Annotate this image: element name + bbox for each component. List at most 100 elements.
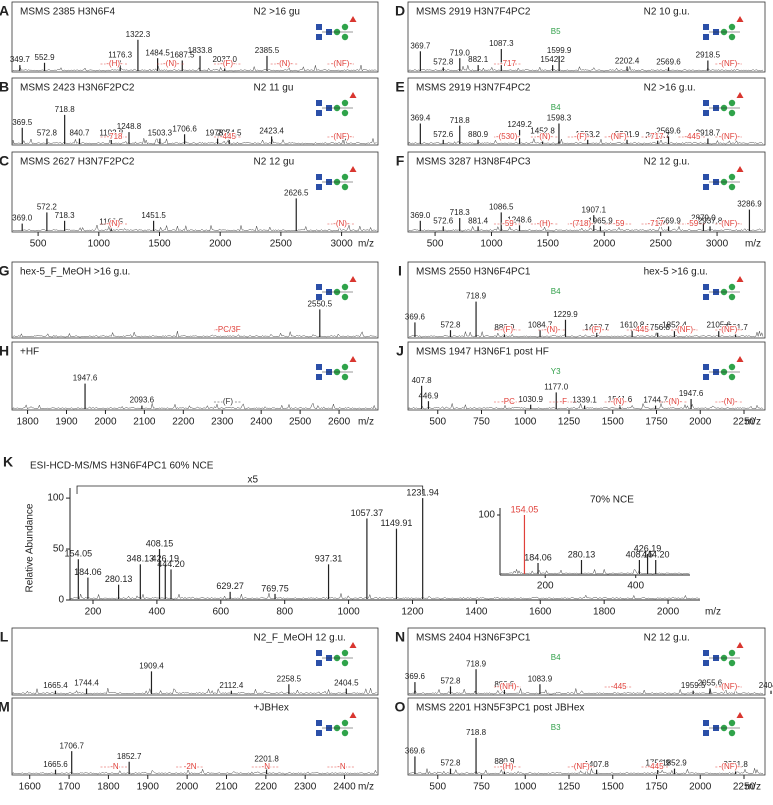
- peak-label: 1231.94: [406, 487, 439, 497]
- peak-label: 880.9: [494, 323, 515, 332]
- glycan-circle: [341, 23, 349, 31]
- loss-label: -(N)-: [721, 397, 738, 406]
- loss-label: -(F)-: [500, 325, 516, 334]
- peak-label: 2112.4: [219, 681, 243, 690]
- peak-label: 369.4: [410, 114, 431, 123]
- glycan-circle: [341, 373, 349, 381]
- peak-label: 2385.5: [255, 46, 280, 55]
- x-tick-label: 1800: [593, 607, 616, 618]
- panel-title: MSMS 2550 H3N6F4PC1: [416, 267, 531, 278]
- panel-tag: N2 10 g.u.: [644, 7, 690, 18]
- glycan-icon: [316, 712, 357, 737]
- panel-letter: C: [0, 153, 9, 169]
- peak-label: 369.6: [405, 313, 426, 322]
- x-tick-label: 1500: [537, 239, 560, 250]
- loss-label: -(N)-: [163, 59, 180, 68]
- glycan-circle: [728, 363, 736, 371]
- x-tick-label: 1400: [465, 607, 488, 618]
- x-tick-label: 500: [427, 239, 444, 250]
- panel-tag: N2 12 gu: [254, 157, 295, 168]
- panel-letter: D: [395, 3, 405, 19]
- loss-label: -N: [262, 762, 271, 771]
- peak-label: 572.2: [37, 203, 58, 212]
- y-tick-label: 0: [58, 595, 64, 606]
- panel-tag: N2 12 g.u.: [644, 633, 690, 644]
- peak-label: 1177.0: [544, 383, 568, 392]
- peak-label: 1542.2: [540, 55, 565, 64]
- loss-label: -(N)-: [106, 219, 123, 228]
- peak-label: 718.3: [55, 211, 76, 220]
- loss-label: -717: [648, 132, 665, 141]
- x-tick-label: 3000: [706, 239, 729, 250]
- peak-label: 2404.4: [759, 681, 773, 690]
- panel-title: MSMS 2919 H3N7F4PC2: [416, 83, 531, 94]
- glycan-square: [316, 174, 322, 180]
- peak-label: 369.6: [405, 747, 426, 756]
- loss-label: -(NF)-: [331, 59, 353, 68]
- x-tick-label: 1800: [97, 782, 120, 793]
- loss-label: -N: [110, 762, 119, 771]
- panel-tag: N2 11 gu: [254, 83, 294, 94]
- glycan-square: [703, 650, 709, 656]
- peak-label: 572.8: [440, 320, 461, 329]
- glycan-circle: [341, 293, 349, 301]
- baseline-noise: [12, 402, 377, 410]
- panel-frame: [11, 627, 379, 696]
- peak-label: 369.5: [12, 118, 33, 127]
- glycan-square: [316, 650, 322, 656]
- glycan-circle: [728, 23, 736, 31]
- peak-label: 1744.7: [643, 396, 668, 405]
- x-tick-label: 2000: [176, 782, 199, 793]
- peak-label: 1706.7: [59, 741, 84, 750]
- panel-frame: [407, 697, 766, 776]
- peak-label: 2879.0: [691, 214, 716, 223]
- panel-title: hex-5_F_MeOH >16 g.u.: [20, 267, 130, 278]
- loss-label: -(H)-: [537, 219, 554, 228]
- panel-title: MSMS 2919 H3N7F4PC2: [416, 7, 531, 18]
- peak-label: 444.20: [642, 549, 670, 559]
- glycan-circle: [728, 173, 736, 181]
- glycan-square: [703, 184, 709, 190]
- panel-letter: G: [0, 263, 10, 279]
- glycan-square: [703, 364, 709, 370]
- glycan-circle: [728, 33, 736, 41]
- glycan-square: [316, 100, 322, 106]
- y-tick-label: 50: [53, 544, 65, 555]
- glycan-square: [703, 174, 709, 180]
- peak-label: 1249.2: [507, 120, 532, 129]
- glycan-circle: [341, 659, 349, 667]
- panel-title: MSMS 3287 H3N8F4PC3: [416, 157, 531, 168]
- loss-label: -445: [648, 762, 665, 771]
- x-tick-label: 1200: [401, 607, 424, 618]
- y-axis-label: Relative Abundance: [25, 503, 36, 592]
- panel-letter: B: [0, 79, 9, 95]
- peak-label: 1408.7: [585, 323, 610, 332]
- panel-title: MSMS 1947 H3N6F1 post HF: [416, 347, 549, 358]
- peak-label: 2201.9: [615, 130, 640, 139]
- peak-label: 840.7: [69, 129, 90, 138]
- peak-label: 1852.9: [662, 759, 687, 768]
- glycan-icon: [316, 166, 357, 191]
- peak-label: 572.6: [433, 217, 454, 226]
- panel-frame: [407, 627, 766, 696]
- glycan-triangle: [349, 642, 357, 648]
- panel-frame: [407, 261, 766, 339]
- peak-label: 369.6: [405, 672, 426, 681]
- glycan-icon: [316, 356, 357, 381]
- glycan-square: [316, 730, 322, 736]
- x-tick-label: 2000: [209, 239, 232, 250]
- loss-label: -(N)-: [544, 325, 561, 334]
- glycan-circle: [728, 649, 736, 657]
- loss-label: -(H)-: [106, 59, 123, 68]
- loss-label: -(NH)-: [497, 682, 520, 691]
- panel-letter: A: [0, 3, 9, 19]
- peak-label: 1665.4: [43, 681, 68, 690]
- peak-label: 1959.5: [681, 681, 706, 690]
- x-tick-label: 200: [85, 607, 102, 618]
- peak-label: 444.20: [157, 559, 185, 569]
- panel-letter: N: [395, 629, 405, 645]
- baseline-noise: [12, 137, 377, 145]
- zoom-label: x5: [247, 475, 258, 486]
- glycan-square: [703, 660, 709, 666]
